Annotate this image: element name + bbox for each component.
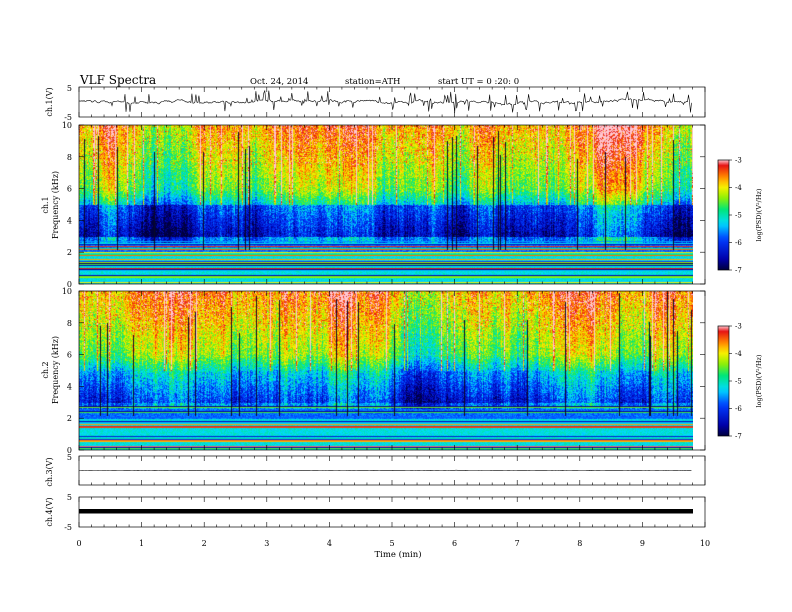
freq-tick-label: 10: [62, 121, 72, 130]
ch1-colorbar: -3 -4 -5 -6 -7 log(PSD)(V²/Hz): [717, 157, 763, 275]
colorbar-tick-label: -4: [735, 350, 742, 358]
colorbar-tick-label: -5: [735, 378, 742, 386]
ch1-spectrogram-panel: 0 2 4 6 8 10 ch.1 Frequency (kHz): [41, 121, 706, 289]
colorbar-tick-label: -6: [735, 405, 742, 413]
ch3-waveform-ylabel: ch.3(V): [45, 457, 54, 486]
colorbar-tick-label: -3: [735, 323, 742, 331]
colorbar-tick-label: -6: [735, 239, 742, 247]
freq-tick-label: 6: [67, 185, 72, 194]
ch1-waveform-trace: [78, 89, 692, 114]
ch1-ytick-neg5: -5: [64, 113, 72, 122]
ch1-colorbar-label: log(PSD)(V²/Hz): [755, 188, 763, 241]
freq-tick-label: 2: [67, 414, 72, 423]
ch4-ytick-5: 5: [67, 493, 72, 502]
freq-tick-label: 0: [67, 280, 72, 289]
ch2-frequency-ylabel: Frequency (kHz): [51, 336, 60, 404]
freq-tick-label: 2: [67, 248, 72, 257]
colorbar-tick-label: -5: [735, 212, 742, 220]
ch2-colorbar: -3 -4 -5 -6 -7 log(PSD)(V²/Hz): [717, 323, 763, 441]
ch1-waveform-ylabel: ch.1(V): [45, 87, 54, 116]
ch4-ytick-neg5: -5: [64, 523, 72, 532]
time-tick-label: 7: [515, 539, 520, 548]
time-tick-label: 4: [327, 539, 332, 548]
time-tick-label: 2: [202, 539, 207, 548]
station-label: station=ATH: [345, 77, 400, 87]
time-axis-label: Time (min): [374, 549, 421, 560]
ch2-spectrogram-channel-label: ch.2: [41, 361, 50, 378]
colorbar-tick-label: -4: [735, 184, 742, 192]
start-time-label: start UT = 0 :20: 0: [438, 77, 519, 87]
ch2-spectrogram-image: [79, 291, 693, 450]
freq-tick-label: 10: [62, 287, 72, 296]
ch1-frequency-ylabel: Frequency (kHz): [51, 171, 60, 239]
ch2-colorbar-gradient: [718, 326, 729, 436]
ch4-waveform-panel: 5 -5 ch.4(V): [45, 493, 706, 532]
ch1-spectrogram-channel-label: ch.1: [41, 196, 50, 213]
ch3-waveform-panel: 5 ch.3(V): [45, 453, 706, 487]
ch3-ytick-5: 5: [67, 453, 72, 462]
ch2-colorbar-label: log(PSD)(V²/Hz): [755, 354, 763, 407]
time-tick-label: 1: [139, 539, 144, 548]
freq-tick-label: 4: [67, 382, 72, 391]
ch2-spectrogram-panel: 0 2 4 6 8 10 ch.2 Frequency (kHz): [41, 287, 706, 455]
time-tick-label: 3: [264, 539, 269, 548]
colorbar-tick-label: -7: [735, 267, 742, 275]
ch3-waveform-trace: [79, 469, 692, 472]
date-label: Oct. 24, 2014: [250, 77, 308, 87]
freq-tick-label: 0: [67, 446, 72, 455]
time-axis-tick-labels: 0 1 2 3 4 5 6 7 8 9 10: [76, 539, 710, 548]
time-tick-label: 6: [452, 539, 457, 548]
freq-tick-label: 4: [67, 216, 72, 225]
colorbar-tick-label: -3: [735, 157, 742, 165]
freq-tick-label: 8: [67, 153, 72, 162]
ch4-waveform-trace: [79, 509, 693, 514]
ch1-spectrogram-image: [79, 125, 693, 284]
ch4-waveform-ylabel: ch.4(V): [45, 497, 54, 526]
time-tick-label: 10: [700, 539, 710, 548]
freq-tick-label: 6: [67, 351, 72, 360]
time-tick-label: 8: [577, 539, 582, 548]
ch1-ytick-5: 5: [67, 84, 72, 93]
time-tick-label: 9: [640, 539, 645, 548]
time-tick-label: 5: [389, 539, 394, 548]
colorbar-tick-label: -7: [735, 433, 742, 441]
freq-tick-label: 8: [67, 319, 72, 328]
figure-title: VLF Spectra: [79, 73, 156, 87]
ch1-waveform-panel: 5 -5 ch.1(V): [45, 84, 706, 122]
time-tick-label: 0: [76, 539, 81, 548]
ch1-colorbar-gradient: [718, 160, 729, 270]
